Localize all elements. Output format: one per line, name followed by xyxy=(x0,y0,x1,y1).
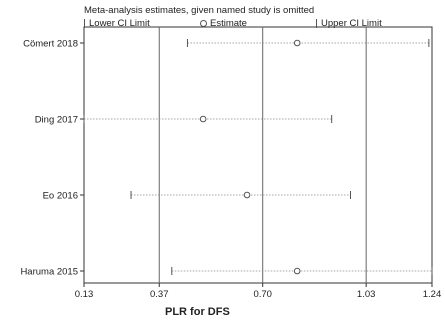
x-axis-label: PLR for DFS xyxy=(165,306,230,318)
study-label: Cömert 2018 xyxy=(23,39,78,50)
legend-estimate-label: Estimate xyxy=(210,18,247,29)
x-tick-label: 0.70 xyxy=(253,289,272,300)
lower-limit-marker-icon xyxy=(84,19,85,28)
chart-title: Meta-analysis estimates, given named stu… xyxy=(84,5,315,16)
study-label: Ding 2017 xyxy=(35,115,78,126)
study-label: Haruma 2015 xyxy=(20,267,78,278)
estimate-point xyxy=(243,191,251,199)
estimate-point xyxy=(199,115,207,123)
study-label: Eo 2016 xyxy=(43,191,78,202)
x-tick-label: 1.03 xyxy=(357,289,376,300)
legend-upper-label: Upper CI Limit xyxy=(321,18,382,29)
legend-lower-label: Lower CI Limit xyxy=(89,18,150,29)
estimate-point xyxy=(293,39,301,47)
x-tick-label: 0.37 xyxy=(150,289,169,300)
legend-upper: Upper CI Limit xyxy=(316,18,382,29)
x-tick-label: 1.24 xyxy=(423,289,442,300)
legend-lower: Lower CI Limit xyxy=(84,18,150,29)
plot-frame xyxy=(83,26,433,284)
estimate-point xyxy=(293,267,301,275)
upper-limit-marker-icon xyxy=(316,19,317,28)
legend-estimate: Estimate xyxy=(200,18,247,29)
estimate-circle-icon xyxy=(200,20,207,27)
x-tick-label: 0.13 xyxy=(75,289,94,300)
